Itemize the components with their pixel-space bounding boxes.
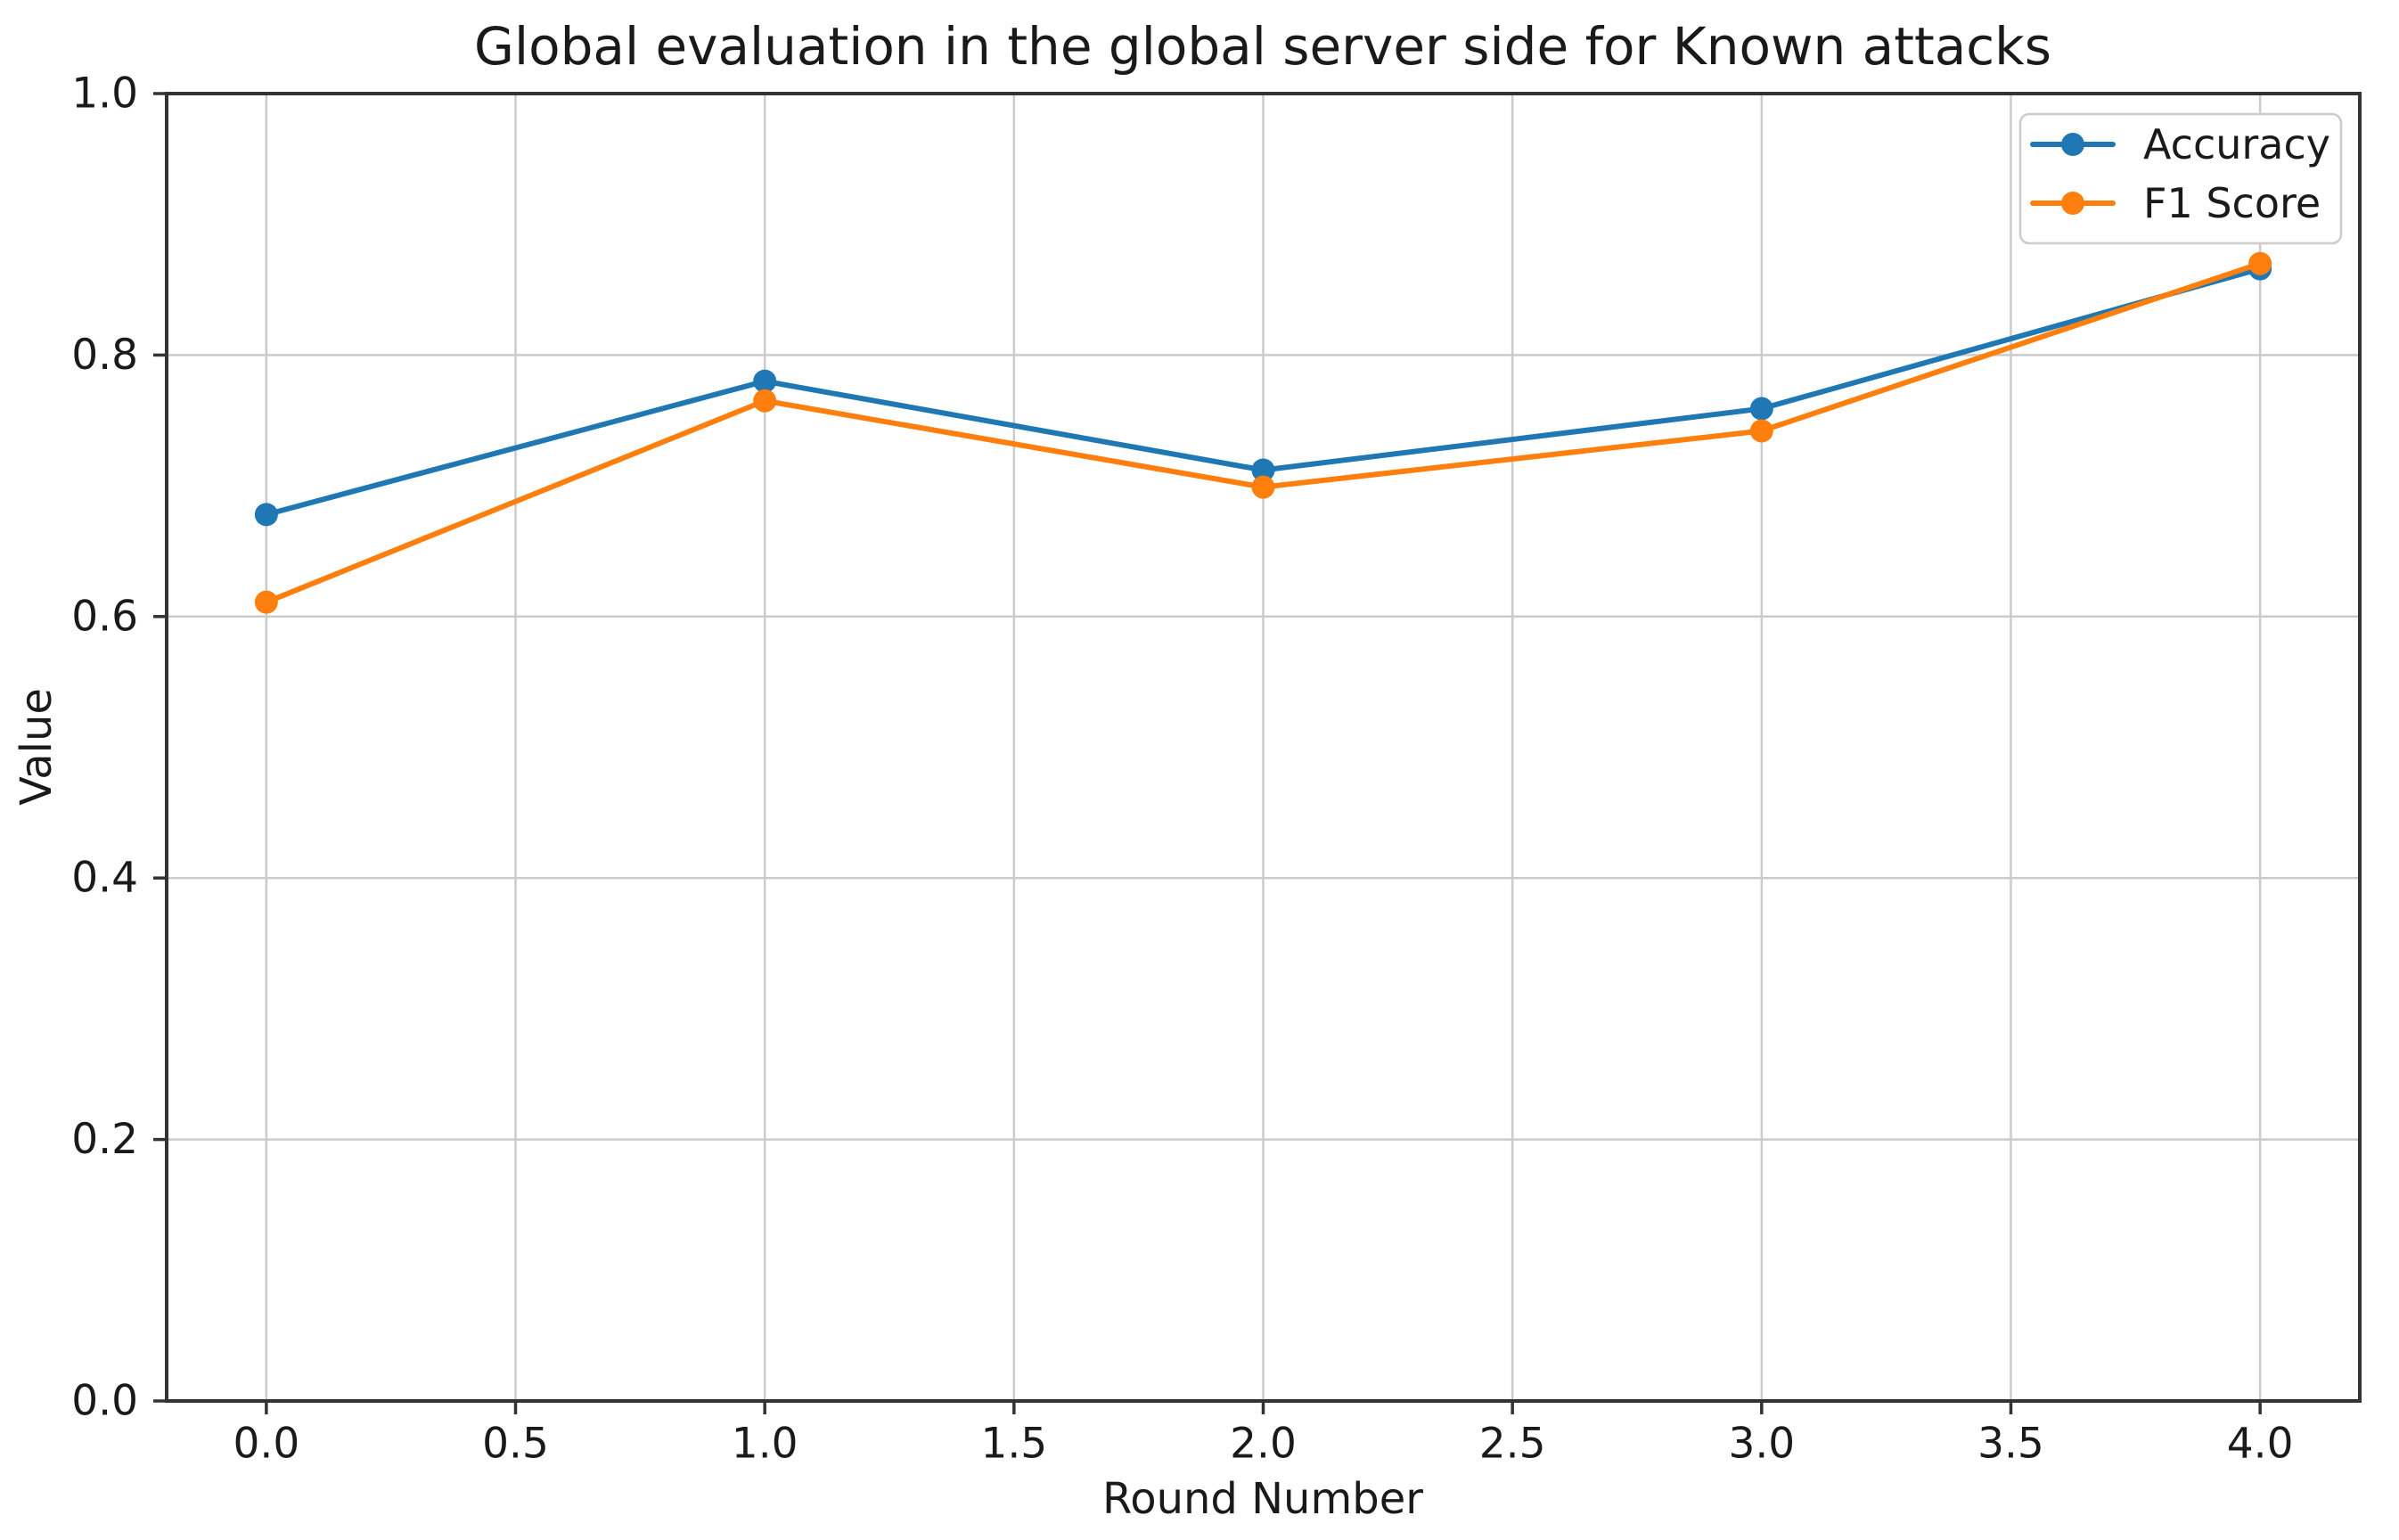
x-tick-label: 4.0: [2227, 1420, 2294, 1469]
ticks-layer: 0.0 0.5 1.0 1.5 2.0 2.5 3.0 3.5 4.0 0.0 0.2 0.4 0.6 0…: [71, 70, 2293, 1469]
y-axis-label: Value: [12, 688, 61, 806]
y-tick-label: 0.4: [71, 854, 138, 903]
y-tick-label: 0.6: [71, 592, 138, 641]
y-tick-label: 0.8: [71, 331, 138, 380]
x-tick-label: 0.0: [233, 1420, 299, 1469]
y-tick-label: 0.0: [71, 1377, 138, 1426]
legend-item-accuracy: Accuracy: [2030, 120, 2330, 168]
x-tick-label: 1.5: [980, 1420, 1047, 1469]
legend-sample-marker-accuracy: [2061, 133, 2084, 156]
x-tick-label: 3.0: [1728, 1420, 1795, 1469]
x-tick-label: 0.5: [482, 1420, 549, 1469]
legend-label-f1-score: F1 Score: [2143, 179, 2321, 227]
data-point-marker-accuracy: [753, 369, 777, 393]
x-tick-label: 2.0: [1230, 1420, 1297, 1469]
chart-title: Global evaluation in the global server s…: [474, 16, 2051, 77]
data-point-marker-f1-score: [254, 590, 278, 614]
legend-item-f1-score: F1 Score: [2030, 179, 2321, 227]
legend-sample-marker-f1-score: [2061, 192, 2084, 215]
x-axis-label: Round Number: [1102, 1474, 1423, 1524]
data-point-marker-f1-score: [753, 389, 777, 413]
data-point-marker-f1-score: [2248, 251, 2272, 275]
legend-label-accuracy: Accuracy: [2143, 120, 2330, 168]
grid-layer: [167, 92, 2360, 1403]
data-point-marker-accuracy: [254, 503, 278, 527]
x-tick-label: 1.0: [732, 1420, 798, 1469]
data-point-marker-f1-score: [1251, 475, 1275, 499]
legend: Accuracy F1 Score: [2018, 112, 2343, 245]
data-point-marker-accuracy: [1251, 458, 1275, 482]
y-tick-label: 0.2: [71, 1115, 138, 1164]
x-tick-label: 2.5: [1479, 1420, 1546, 1469]
x-tick-label: 3.5: [1977, 1420, 2044, 1469]
data-point-marker-accuracy: [1749, 397, 1773, 421]
y-tick-label: 1.0: [71, 70, 138, 119]
data-point-marker-f1-score: [1749, 419, 1773, 443]
series-layer: [254, 251, 2272, 614]
